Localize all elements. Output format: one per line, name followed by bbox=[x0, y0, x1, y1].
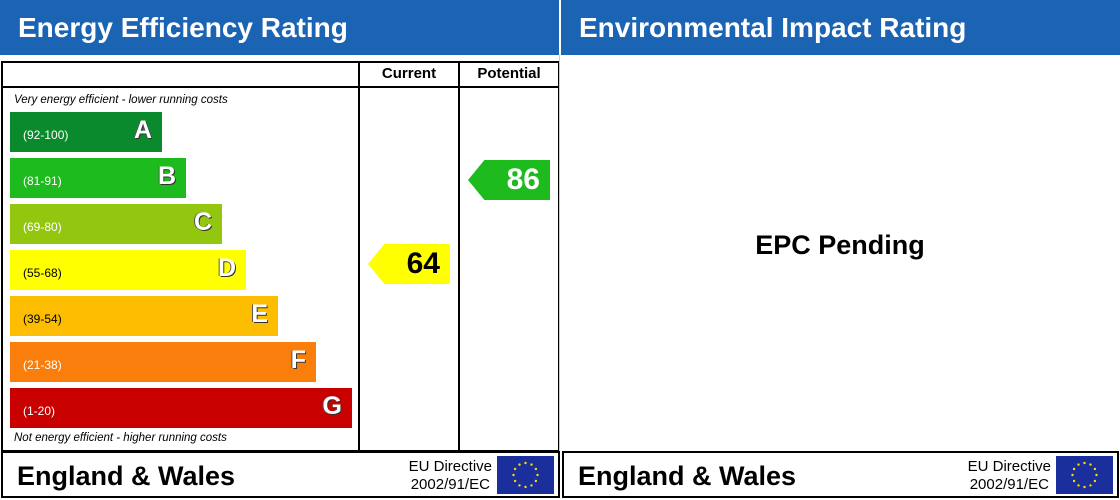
band-range: (21-38) bbox=[23, 358, 62, 372]
rating-band-d: (55-68) D bbox=[10, 250, 246, 290]
band-letter: B bbox=[157, 162, 176, 190]
rating-band-b: (81-91) B bbox=[10, 158, 186, 198]
divider bbox=[559, 55, 560, 451]
band-letter: C bbox=[193, 208, 212, 236]
region-label: England & Wales bbox=[17, 461, 236, 491]
rating-band-g: (1-20) G bbox=[10, 388, 352, 428]
directive-line1: EU Directive bbox=[967, 458, 1051, 475]
band-range: (69-80) bbox=[23, 220, 62, 234]
eu-directive: EU Directive 2002/91/EC bbox=[409, 458, 492, 494]
band-letter: A bbox=[133, 116, 152, 144]
epc-pending-text: EPC Pending bbox=[755, 230, 925, 260]
top-note: Very energy efficient - lower running co… bbox=[14, 94, 228, 106]
divider bbox=[458, 61, 460, 452]
current-column-header: Current bbox=[381, 65, 437, 82]
energy-efficiency-header: Energy Efficiency Rating bbox=[0, 0, 559, 55]
band-range: (81-91) bbox=[23, 174, 62, 188]
directive-line1: EU Directive bbox=[408, 458, 492, 475]
environmental-impact-header: Environmental Impact Rating bbox=[561, 0, 1120, 55]
directive-line2: 2002/91/EC bbox=[410, 476, 490, 493]
directive-line2: 2002/91/EC bbox=[969, 476, 1049, 493]
divider bbox=[1, 86, 560, 88]
eu-flag-icon bbox=[497, 456, 554, 494]
current-rating-arrow: 64 bbox=[368, 244, 450, 284]
potential-column-header: Potential bbox=[477, 65, 541, 82]
potential-rating-arrow: 86 bbox=[468, 160, 550, 200]
band-range: (55-68) bbox=[23, 266, 62, 280]
band-range: (1-20) bbox=[23, 404, 56, 418]
eu-directive: EU Directive 2002/91/EC bbox=[968, 458, 1051, 494]
rating-band-f: (21-38) F bbox=[10, 342, 316, 382]
band-range: (39-54) bbox=[23, 312, 62, 326]
divider bbox=[358, 61, 360, 452]
band-range: (92-100) bbox=[23, 128, 69, 142]
band-letter: E bbox=[251, 300, 268, 328]
energy-footer: England & Wales EU Directive 2002/91/EC bbox=[1, 451, 560, 498]
rating-band-c: (69-80) C bbox=[10, 204, 222, 244]
eu-flag-icon bbox=[1056, 456, 1113, 494]
rating-band-e: (39-54) E bbox=[10, 296, 278, 336]
band-letter: F bbox=[290, 346, 306, 374]
band-letter: G bbox=[322, 392, 342, 420]
rating-band-a: (92-100) A bbox=[10, 112, 162, 152]
bottom-note: Not energy efficient - higher running co… bbox=[14, 432, 227, 444]
environmental-footer: England & Wales EU Directive 2002/91/EC bbox=[562, 451, 1119, 498]
band-letter: D bbox=[217, 254, 236, 282]
region-label: England & Wales bbox=[578, 461, 797, 491]
